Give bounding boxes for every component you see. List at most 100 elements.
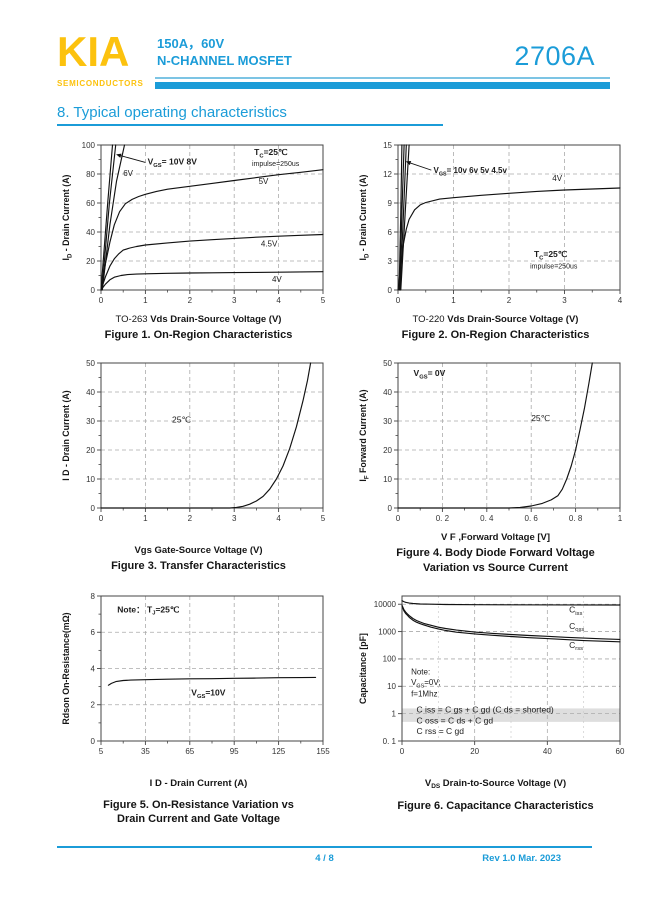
device-type: N-CHANNEL MOSFET: [157, 52, 292, 68]
svg-text:2: 2: [187, 296, 192, 305]
svg-text:VGS= 0V: VGS= 0V: [413, 368, 445, 380]
svg-text:Ciss: Ciss: [569, 604, 582, 616]
svg-text:VGS=0V;: VGS=0V;: [411, 678, 441, 689]
svg-text:1: 1: [391, 709, 396, 718]
svg-text:4: 4: [90, 664, 95, 673]
svg-text:50: 50: [86, 359, 95, 368]
svg-text:4.5V: 4.5V: [260, 240, 277, 249]
section-title: 8. Typical operating characteristics: [57, 104, 443, 126]
svg-text:2: 2: [90, 700, 95, 709]
figure-4-x-axis-label: V F ,Forward Voltage [V]: [440, 532, 551, 544]
svg-text:6V: 6V: [123, 169, 133, 178]
svg-text:TC=25℃: TC=25℃: [533, 249, 567, 261]
svg-text:20: 20: [86, 446, 95, 455]
svg-text:20: 20: [470, 747, 479, 756]
svg-text:Capacitance [pF]: Capacitance [pF]: [358, 633, 368, 704]
svg-text:4: 4: [276, 296, 281, 305]
svg-text:ID - Drain Current (A): ID - Drain Current (A): [61, 174, 73, 260]
figure-1-block: 0 1 2 3 4 5 0 20 40 60 80 100 VGS= 10V 8V 6V TC=25℃ imp…: [50, 137, 347, 342]
svg-text:0: 0: [387, 504, 392, 513]
svg-text:4V: 4V: [271, 275, 281, 284]
svg-text:I D - Drain Current (A): I D - Drain Current (A): [61, 391, 71, 481]
svg-text:0: 0: [395, 514, 400, 523]
svg-text:1: 1: [617, 514, 622, 523]
svg-text:Note： TJ=25℃: Note： TJ=25℃: [117, 604, 180, 616]
figure-6-chart: 0 20 40 60 10000 1000 100 10 1 0. 1 Ciss Coss Crss No…: [358, 595, 624, 756]
svg-text:65: 65: [185, 747, 194, 756]
figure-1-x-axis-label: TO-263 Vds Drain-Source Voltage (V): [115, 314, 282, 325]
figure-1-caption: Figure 1. On-Region Characteristics: [104, 329, 293, 341]
svg-text:VGS= 10v 6v 5v 4.5v: VGS= 10v 6v 5v 4.5v: [433, 166, 507, 177]
svg-text:0: 0: [387, 286, 392, 295]
svg-text:0. 1: 0. 1: [382, 737, 396, 746]
header-rule-thin: [155, 77, 610, 79]
svg-text:80: 80: [86, 170, 95, 179]
figure-5-chart: 5 35 65 95 125 155 0 2 4 6 8 Note： TJ=25℃ VGS=10V Rds…: [61, 592, 330, 756]
svg-text:40: 40: [86, 228, 95, 237]
svg-text:0: 0: [90, 504, 95, 513]
svg-text:100: 100: [382, 655, 396, 664]
svg-text:0. 4: 0. 4: [480, 514, 494, 523]
svg-text:4: 4: [617, 296, 622, 305]
svg-text:0: 0: [395, 296, 400, 305]
svg-text:3: 3: [231, 296, 236, 305]
svg-text:30: 30: [383, 417, 392, 426]
figure-5-caption: Figure 5. On-Resistance Variation vs Drai…: [103, 798, 294, 826]
svg-text:10: 10: [383, 475, 392, 484]
device-rating: 150A，60V: [157, 36, 225, 51]
svg-text:f=1Mhz: f=1Mhz: [411, 689, 437, 698]
footer-rule: [57, 846, 592, 848]
svg-text:25℃: 25℃: [172, 415, 191, 425]
figure-3-x-axis-label: Vgs Gate-Source Voltage (V): [134, 545, 263, 557]
svg-text:4V: 4V: [552, 174, 562, 183]
svg-text:C rss = C gd: C rss = C gd: [416, 726, 464, 736]
figure-2-block: 0 1 2 3 4 0 3 6 9 12 15 VGS= 10v 6v 5v 4.5v 4V TC=25℃…: [347, 137, 644, 342]
svg-text:2: 2: [506, 296, 511, 305]
svg-text:C oss = C ds + C gd: C oss = C ds + C gd: [416, 715, 493, 725]
device-subtitle: 150A，60V N-CHANNEL MOSFET: [157, 36, 292, 70]
figure-6-x-axis-label: VDS Drain-to-Source Voltage (V): [424, 777, 567, 790]
svg-text:155: 155: [316, 747, 330, 756]
svg-text:50: 50: [383, 359, 392, 368]
svg-text:20: 20: [383, 446, 392, 455]
svg-text:5: 5: [320, 296, 325, 305]
header-rule-thick: [155, 82, 610, 89]
svg-text:0: 0: [98, 514, 103, 523]
svg-text:3: 3: [387, 257, 392, 266]
svg-text:0. 6: 0. 6: [524, 514, 538, 523]
svg-text:9: 9: [387, 199, 392, 208]
svg-text:VGS=10V: VGS=10V: [191, 688, 225, 700]
page-indicator: 4 / 8: [315, 853, 334, 864]
svg-text:35: 35: [140, 747, 149, 756]
svg-text:12: 12: [383, 170, 392, 179]
svg-text:5: 5: [98, 747, 103, 756]
charts-grid: 0 1 2 3 4 5 0 20 40 60 80 100 VGS= 10V 8V 6V TC=25℃ imp…: [50, 137, 644, 826]
svg-text:IF Forward Current (A): IF Forward Current (A): [358, 390, 370, 482]
svg-text:0. 2: 0. 2: [435, 514, 449, 523]
svg-text:impulse=250us: impulse=250us: [530, 264, 578, 271]
svg-text:15: 15: [383, 141, 392, 150]
svg-text:impulse=250us: impulse=250us: [251, 161, 299, 168]
figure-1-chart: 0 1 2 3 4 5 0 20 40 60 80 100 VGS= 10V 8V 6V TC=25℃ imp…: [61, 141, 326, 305]
figure-5-block: 5 35 65 95 125 155 0 2 4 6 8 Note： TJ=25℃ VGS=10V Rds…: [50, 588, 347, 827]
svg-text:VGS= 10V 8V: VGS= 10V 8V: [147, 157, 197, 169]
svg-text:C iss = C gs + C gd (C ds = sh: C iss = C gs + C gd (C ds = shorted): [416, 704, 553, 714]
svg-text:3: 3: [562, 296, 567, 305]
revision-label: Rev 1.0 Mar. 2023: [482, 853, 561, 864]
svg-text:20: 20: [86, 257, 95, 266]
figure-3-block: 0 1 2 3 4 5 0 10 20 30 40 50 25℃ I D - Drain Current …: [50, 355, 347, 575]
figure-4-block: 0 0. 2 0. 4 0. 6 0. 8 1 0 10 20 30 40 50 VGS= 0V 25℃ I…: [347, 355, 644, 575]
svg-text:10000: 10000: [373, 600, 396, 609]
figure-6-block: 0 20 40 60 10000 1000 100 10 1 0. 1 Ciss Coss Crss No…: [347, 588, 644, 827]
svg-text:Rdson On-Resistance(mΩ): Rdson On-Resistance(mΩ): [61, 612, 71, 724]
svg-text:6: 6: [387, 228, 392, 237]
svg-text:40: 40: [542, 747, 551, 756]
svg-text:10: 10: [86, 475, 95, 484]
svg-text:125: 125: [271, 747, 285, 756]
svg-text:4: 4: [276, 514, 281, 523]
svg-text:0: 0: [98, 296, 103, 305]
logo-subtext: SEMICONDUCTORS: [57, 79, 144, 88]
